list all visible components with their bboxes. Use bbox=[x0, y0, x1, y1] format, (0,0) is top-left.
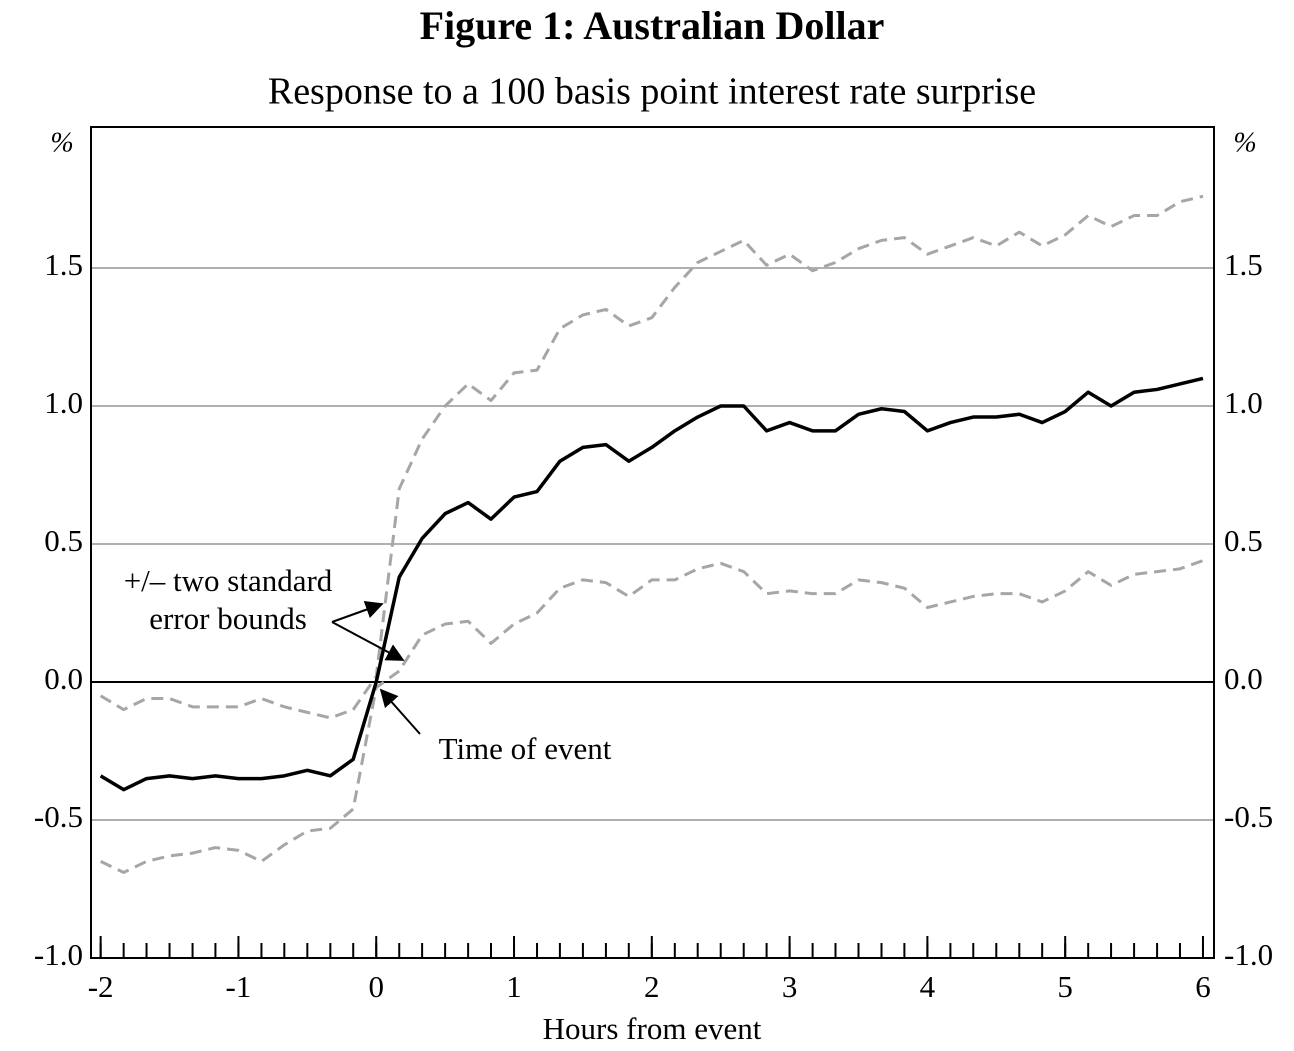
annotation: Time of event bbox=[439, 731, 612, 766]
x-tick-label: -2 bbox=[88, 969, 114, 1004]
y-tick-label: -1.0 bbox=[34, 937, 83, 972]
x-tick-label: 1 bbox=[506, 969, 522, 1004]
y2-tick-label: 1.0 bbox=[1224, 385, 1263, 420]
y2-tick-label: 1.5 bbox=[1224, 247, 1263, 282]
series-line bbox=[99, 559, 1204, 874]
annotation-arrows bbox=[331, 601, 421, 735]
y-tick-label: -0.5 bbox=[34, 799, 83, 834]
x-tick-label: 4 bbox=[920, 969, 936, 1004]
y2-tick-label: 0.0 bbox=[1224, 661, 1263, 696]
arrow bbox=[331, 601, 384, 623]
series-line bbox=[99, 194, 1204, 720]
x-tick-label: 3 bbox=[782, 969, 798, 1004]
y-tick-label: 1.5 bbox=[44, 247, 83, 282]
y-tick-label: 0.5 bbox=[44, 523, 83, 558]
x-tick-label: 2 bbox=[644, 969, 660, 1004]
annotation: error bounds bbox=[149, 601, 307, 636]
arrow bbox=[379, 688, 421, 735]
y-tick-label: 1.0 bbox=[44, 385, 83, 420]
x-tick-label: 0 bbox=[368, 969, 384, 1004]
chart-title: Figure 1: Australian Dollar bbox=[420, 3, 885, 48]
x-tick-label: 6 bbox=[1195, 969, 1211, 1004]
y-tick-label: 0.0 bbox=[44, 661, 83, 696]
annotation: +/– two standard bbox=[124, 563, 333, 598]
plot-frame bbox=[90, 126, 1215, 959]
y2-axis-label: % bbox=[1233, 127, 1256, 158]
y2-tick-label: -1.0 bbox=[1224, 937, 1273, 972]
chart-subtitle: Response to a 100 basis point interest r… bbox=[268, 71, 1036, 113]
y2-tick-label: -0.5 bbox=[1224, 799, 1273, 834]
arrow bbox=[331, 621, 405, 661]
y-axis-label: % bbox=[50, 127, 73, 158]
y2-tick-label: 0.5 bbox=[1224, 523, 1263, 558]
x-tick-label: -1 bbox=[226, 969, 252, 1004]
series-line bbox=[99, 376, 1204, 792]
x-tick-label: 5 bbox=[1057, 969, 1073, 1004]
x-axis-label: Hours from event bbox=[543, 1011, 762, 1046]
